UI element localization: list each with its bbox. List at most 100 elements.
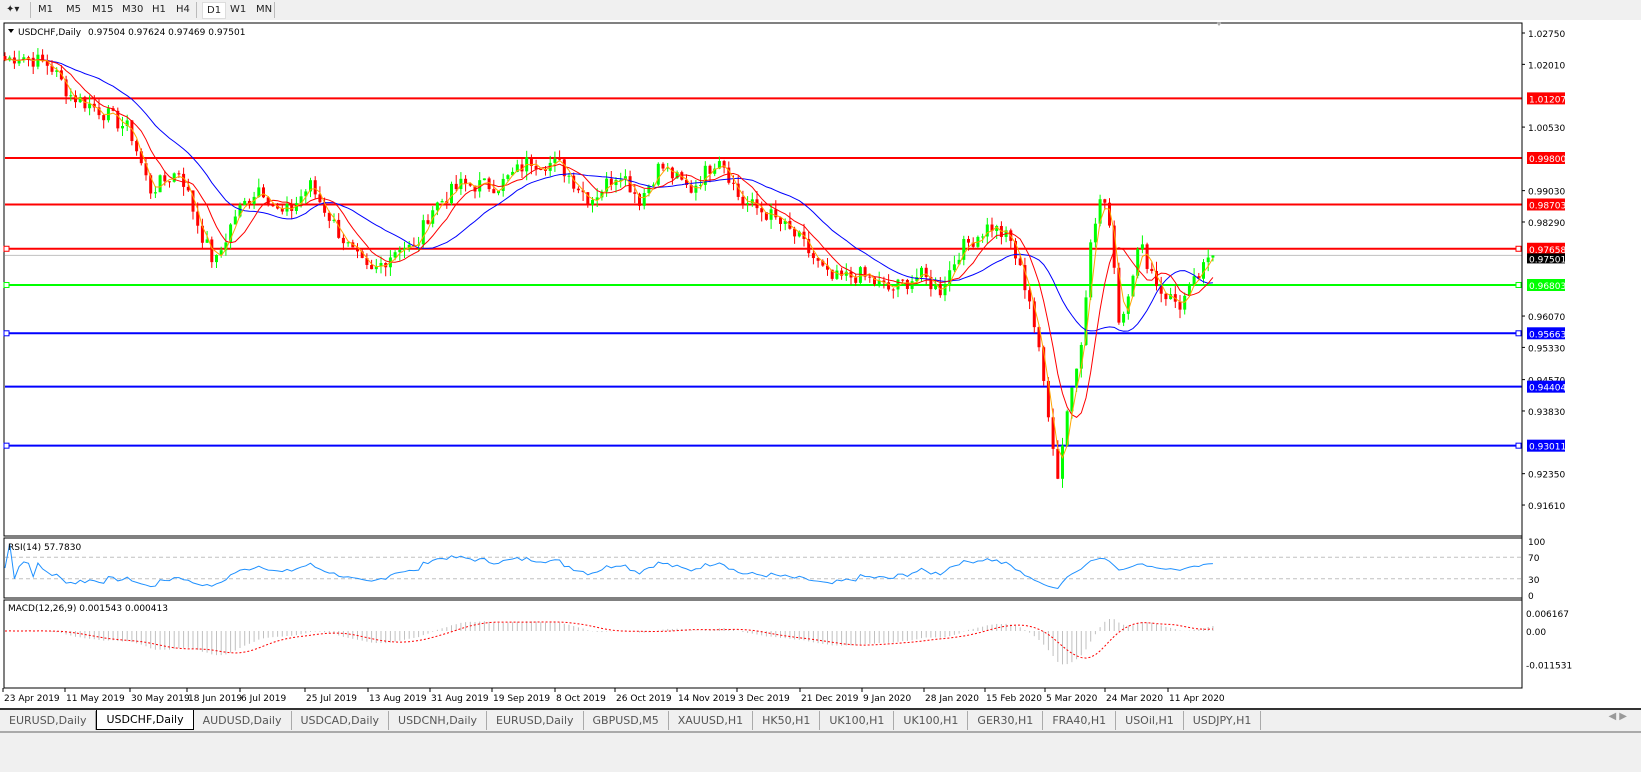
timeframe-h4[interactable]: H4 [176, 4, 190, 15]
candle-body [121, 126, 124, 129]
candle-body [746, 203, 750, 205]
rsi-line [4, 543, 1213, 590]
date-label: 8 Oct 2019 [556, 694, 606, 704]
chart-tab[interactable]: AUDUSD,Daily [194, 711, 292, 730]
level-handle-icon[interactable] [3, 442, 10, 449]
candle-body [576, 188, 580, 191]
candle-body [196, 211, 200, 226]
candle-body [628, 176, 632, 193]
candle-body [572, 175, 576, 189]
candle-body [835, 270, 839, 279]
candle-body [586, 192, 590, 205]
level-handle-icon[interactable] [3, 245, 10, 252]
level-handle-icon[interactable] [1515, 330, 1522, 337]
chart-tab[interactable]: GBPUSD,M5 [584, 711, 669, 730]
candle-body [3, 56, 7, 61]
candle-body [1108, 202, 1111, 226]
candle-body [398, 249, 402, 253]
level-price-tag [1527, 380, 1565, 393]
candle-body [591, 199, 594, 205]
candle-body [638, 193, 641, 206]
candle-body [327, 212, 331, 221]
candle-body [990, 224, 994, 232]
current-price-tag [1527, 253, 1565, 264]
draw-tools-icon[interactable]: ✦▾ [6, 4, 20, 15]
candle-body [529, 157, 533, 166]
candle-body [1079, 344, 1083, 369]
chart-tab[interactable]: HK50,H1 [753, 711, 821, 730]
date-label: 11 Apr 2020 [1169, 694, 1225, 704]
level-price-label: 0.95663 [1529, 330, 1566, 340]
chart-tab[interactable]: USDCNH,Daily [389, 711, 488, 730]
timeframe-h1[interactable]: H1 [152, 4, 166, 15]
rsi-axis-label: 100 [1528, 538, 1545, 548]
timeframe-w1[interactable]: W1 [230, 4, 247, 15]
candle-body [844, 271, 848, 276]
candle-body [229, 224, 233, 243]
candle-body [840, 270, 844, 276]
chart-tab[interactable]: USOil,H1 [1116, 711, 1184, 730]
macd-axis-label: 0.006167 [1526, 610, 1569, 620]
chart-tab[interactable]: EURUSD,Daily [487, 711, 584, 730]
candle-body [553, 158, 557, 163]
candle-body [1032, 301, 1036, 328]
candle-body [807, 238, 811, 254]
candle-body [1084, 297, 1088, 345]
chart-window[interactable]: 1.02750 1.02010 1.00530 0.99030 0.98290 0.960… [0, 20, 1641, 708]
candle-body [186, 186, 190, 191]
date-label: 14 Nov 2019 [678, 694, 736, 704]
level-handle-icon[interactable] [1515, 281, 1522, 288]
chart-tab[interactable]: USDJPY,H1 [1184, 711, 1262, 730]
candle-body [1051, 417, 1055, 449]
chart-tab[interactable]: EURUSD,Daily [0, 711, 97, 730]
timeframe-m30[interactable]: M30 [122, 4, 144, 15]
candle-body [332, 219, 336, 221]
level-handle-icon[interactable] [3, 281, 10, 288]
candle-body [732, 182, 735, 184]
candle-body [797, 231, 801, 237]
chart-tab[interactable]: UK100,H1 [894, 711, 969, 730]
candle-body [370, 264, 374, 270]
tab-scroll-arrows[interactable]: ◀ ▶ [1608, 711, 1627, 722]
candle-body [135, 141, 139, 152]
candle-body [971, 242, 975, 247]
timeframe-m1[interactable]: M1 [38, 4, 53, 15]
candle-body [97, 107, 101, 116]
level-price-label: 1.01207 [1529, 95, 1566, 105]
level-handle-icon[interactable] [3, 330, 10, 337]
chart-tab[interactable]: USDCAD,Daily [292, 711, 390, 730]
level-handle-icon[interactable] [1515, 442, 1522, 449]
chart-background [0, 20, 1641, 708]
level-price-label: 0.98703 [1529, 201, 1566, 211]
candle-body [873, 277, 876, 285]
collapse-triangle-icon[interactable] [8, 29, 14, 33]
timeframe-mn[interactable]: MN [256, 4, 273, 15]
candle-body [64, 79, 68, 97]
candle-body [1061, 445, 1064, 479]
rsi-axis-label: 0 [1528, 592, 1534, 602]
macd-label: MACD(12,26,9) 0.001543 0.000413 [8, 604, 168, 614]
date-label: 31 Aug 2019 [431, 694, 489, 704]
candle-body [882, 280, 886, 283]
candle-body [88, 103, 92, 109]
timeframe-d1[interactable]: D1 [202, 2, 227, 19]
chart-tab[interactable]: UK100,H1 [820, 711, 895, 730]
timeframe-m15[interactable]: M15 [92, 4, 114, 15]
level-handle-icon[interactable] [1515, 245, 1522, 252]
chart-tab[interactable]: FRA40,H1 [1043, 711, 1117, 730]
candle-body [896, 279, 900, 290]
candle-body [243, 200, 247, 205]
chart-tab[interactable]: GER30,H1 [968, 711, 1044, 730]
candle-body [1206, 257, 1210, 263]
candle-body [1187, 284, 1191, 296]
candle-body [548, 162, 552, 171]
candle-body [431, 210, 435, 224]
candle-body [450, 183, 453, 204]
candle-body [967, 238, 970, 243]
chart-tab[interactable]: XAUUSD,H1 [669, 711, 754, 730]
timeframe-m5[interactable]: M5 [66, 4, 81, 15]
candle-body [379, 262, 383, 267]
candle-body [1093, 223, 1097, 243]
date-label: 13 Aug 2019 [369, 694, 427, 704]
chart-tab[interactable]: USDCHF,Daily [96, 710, 194, 730]
